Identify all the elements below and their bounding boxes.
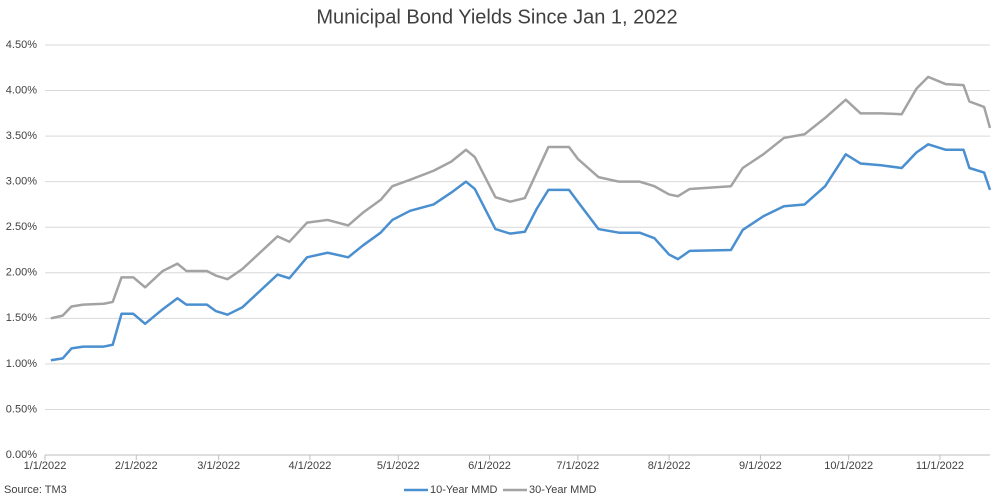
y-tick-label: 1.00% [6, 358, 37, 370]
x-tick-label: 1/1/2022 [24, 460, 67, 472]
x-tick-label: 8/1/2022 [648, 460, 691, 472]
y-tick-label: 3.00% [6, 176, 37, 188]
y-tick-label: 4.00% [6, 84, 37, 96]
x-tick-label: 11/1/2022 [916, 460, 964, 472]
line-series [50, 143, 992, 362]
x-tick-label: 3/1/2022 [197, 460, 240, 472]
legend-label: 30-Year MMD [529, 484, 597, 496]
y-tick-label: 3.50% [6, 130, 37, 142]
x-tick-label: 4/1/2022 [289, 460, 332, 472]
y-tick-label: 1.50% [6, 312, 37, 324]
legend-label: 10-Year MMD [430, 484, 498, 496]
y-tick-label: 0.00% [6, 449, 37, 461]
y-tick-label: 2.50% [6, 221, 37, 233]
x-tick-label: 10/1/2022 [824, 460, 873, 472]
x-tick-label: 7/1/2022 [556, 460, 599, 472]
line-series [50, 75, 992, 320]
x-tick-label: 5/1/2022 [377, 460, 420, 472]
y-tick-label: 0.50% [6, 403, 37, 415]
chart-title: Municipal Bond Yields Since Jan 1, 2022 [316, 6, 677, 28]
x-tick-label: 2/1/2022 [115, 460, 158, 472]
x-tick-label: 6/1/2022 [468, 460, 511, 472]
y-tick-label: 4.50% [6, 39, 37, 51]
x-tick-label: 9/1/2022 [739, 460, 782, 472]
y-tick-label: 2.00% [6, 267, 37, 279]
source-note: Source: TM3 [4, 484, 67, 496]
